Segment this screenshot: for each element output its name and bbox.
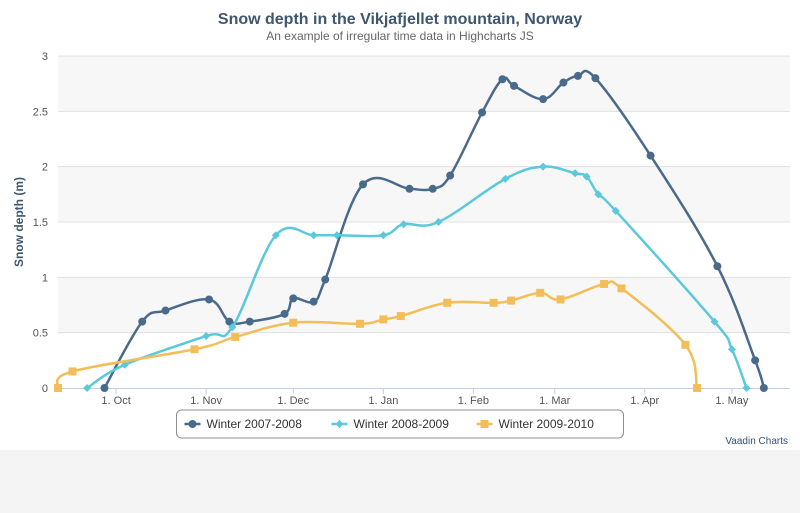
series-group <box>54 279 702 392</box>
x-tick-label: 1. Apr <box>630 395 659 407</box>
data-point[interactable] <box>309 297 318 306</box>
y-tick-label: 1 <box>42 272 48 284</box>
data-point[interactable] <box>405 184 414 193</box>
data-point[interactable] <box>446 171 455 180</box>
y-tick-label: 0 <box>42 383 48 395</box>
data-point[interactable] <box>600 279 609 288</box>
square-marker[interactable] <box>480 420 489 428</box>
x-tick-label: 1. Oct <box>101 395 130 407</box>
data-point[interactable] <box>434 218 443 226</box>
x-tick-label: 1. Nov <box>190 395 222 407</box>
legend-label: Winter 2009-2010 <box>499 417 595 431</box>
x-tick-label: 1. Mar <box>539 395 571 407</box>
legend: Winter 2007-2008 Winter 2008-2009 Winter 2… <box>176 409 624 439</box>
data-point[interactable] <box>571 169 580 178</box>
data-point[interactable] <box>759 384 768 392</box>
x-tick-label: 1. May <box>715 395 749 407</box>
data-point[interactable] <box>507 296 516 305</box>
series-line[interactable] <box>103 69 766 390</box>
data-point[interactable] <box>190 345 199 354</box>
plot-band <box>58 277 790 333</box>
data-point[interactable] <box>742 384 751 392</box>
series-group <box>100 69 768 392</box>
data-point[interactable] <box>646 151 655 160</box>
data-point[interactable] <box>498 75 507 84</box>
data-point[interactable] <box>228 323 237 332</box>
data-point[interactable] <box>713 262 722 271</box>
data-point[interactable] <box>591 74 600 83</box>
plot-band <box>58 166 790 222</box>
data-point[interactable] <box>594 190 603 199</box>
data-point[interactable] <box>356 319 365 328</box>
data-point[interactable] <box>573 71 582 80</box>
legend-label: Winter 2007-2008 <box>207 417 303 431</box>
data-point[interactable] <box>693 384 702 392</box>
data-point[interactable] <box>559 78 568 87</box>
data-point[interactable] <box>443 298 452 307</box>
data-point[interactable] <box>83 384 92 392</box>
data-point[interactable] <box>727 345 736 354</box>
legend-item[interactable]: Winter 2007-2008 <box>184 417 303 431</box>
data-point[interactable] <box>478 108 487 117</box>
data-point[interactable] <box>428 184 437 193</box>
x-tick-label: 1. Dec <box>277 395 309 407</box>
data-point[interactable] <box>710 317 719 326</box>
data-point[interactable] <box>510 81 519 90</box>
chart-title: Snow depth in the Vikjafjellet mountain,… <box>218 11 582 28</box>
data-point[interactable] <box>556 295 565 304</box>
data-point[interactable] <box>501 174 510 183</box>
y-tick-label: 2.5 <box>33 106 48 118</box>
plot-band <box>58 56 790 112</box>
data-point[interactable] <box>611 206 620 215</box>
data-point[interactable] <box>681 340 690 349</box>
data-point[interactable] <box>536 288 545 297</box>
data-point[interactable] <box>231 333 240 342</box>
diamond-marker[interactable] <box>335 420 344 428</box>
circle-marker[interactable] <box>188 420 197 428</box>
data-point[interactable] <box>100 384 109 392</box>
data-point[interactable] <box>751 356 760 365</box>
chart-container: 0 0.5 1 1.5 2 2.5 3 1. Oct 1. Nov 1. Dec 1. Jan 1. … <box>0 0 800 450</box>
y-tick-label: 1.5 <box>33 217 48 229</box>
series-group <box>83 162 751 392</box>
x-tick-label: 1. Feb <box>458 395 489 407</box>
legend-label: Winter 2008-2009 <box>354 417 450 431</box>
data-point[interactable] <box>582 172 591 181</box>
y-tick-label: 3 <box>42 51 48 63</box>
data-point[interactable] <box>489 298 498 307</box>
data-point[interactable] <box>225 317 234 326</box>
data-point[interactable] <box>138 317 147 326</box>
data-point[interactable] <box>280 309 289 318</box>
data-point[interactable] <box>379 231 388 240</box>
data-point[interactable] <box>202 331 211 340</box>
data-point[interactable] <box>309 231 318 240</box>
data-point[interactable] <box>68 367 77 376</box>
chart-subtitle: An example of irregular time data in Hig… <box>266 29 533 43</box>
chart-svg: 0 0.5 1 1.5 2 2.5 3 1. Oct 1. Nov 1. Dec 1. Jan 1. … <box>12 11 790 447</box>
data-point[interactable] <box>332 231 341 240</box>
data-point[interactable] <box>54 384 62 392</box>
data-point[interactable] <box>289 318 298 327</box>
data-point[interactable] <box>617 284 626 293</box>
data-point[interactable] <box>359 180 367 189</box>
y-tick-label: 2 <box>42 162 48 174</box>
data-point[interactable] <box>321 275 330 284</box>
data-point[interactable] <box>379 315 388 324</box>
x-tick-label: 1. Jan <box>368 395 398 407</box>
data-point[interactable] <box>539 95 548 104</box>
data-point[interactable] <box>289 294 298 303</box>
data-point[interactable] <box>245 317 254 326</box>
data-point[interactable] <box>396 312 405 321</box>
legend-item[interactable]: Winter 2008-2009 <box>331 417 450 431</box>
credits-link[interactable]: Vaadin Charts <box>725 436 788 447</box>
data-point[interactable] <box>161 306 170 315</box>
legend-box <box>176 409 624 439</box>
data-point[interactable] <box>205 295 214 304</box>
legend-item[interactable]: Winter 2009-2010 <box>476 417 595 431</box>
data-point[interactable] <box>271 231 280 240</box>
data-point[interactable] <box>399 220 408 229</box>
data-point[interactable] <box>539 162 548 171</box>
y-axis-title: Snow depth (m) <box>12 177 26 267</box>
y-tick-label: 0.5 <box>33 328 48 340</box>
